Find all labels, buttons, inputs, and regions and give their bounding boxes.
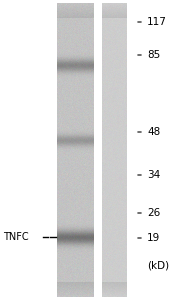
Text: TNFC: TNFC xyxy=(3,232,29,242)
Text: 85: 85 xyxy=(147,50,160,60)
Text: 19: 19 xyxy=(147,233,160,243)
Text: 117: 117 xyxy=(147,17,167,27)
Text: 34: 34 xyxy=(147,170,160,180)
Text: 48: 48 xyxy=(147,127,160,137)
Text: 26: 26 xyxy=(147,208,160,218)
Text: (kD): (kD) xyxy=(147,260,169,270)
